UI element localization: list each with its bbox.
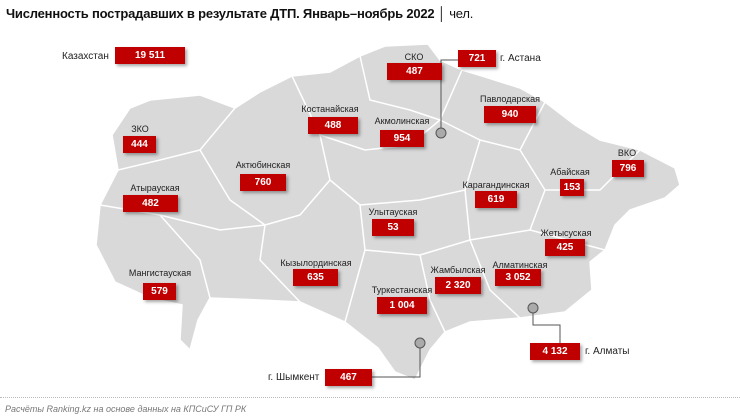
total-value: 19 511	[115, 47, 185, 64]
region-label: Жамбылская	[430, 265, 486, 275]
region-label: СКО	[404, 52, 424, 62]
region-value: 954	[380, 130, 424, 147]
shymkent-marker	[414, 337, 426, 349]
region-value: 482	[123, 195, 178, 212]
region-label: Жетысуская	[540, 228, 592, 238]
region-value: 487	[387, 63, 442, 80]
title-text: Численность пострадавших в результате ДТ…	[6, 6, 435, 21]
astana-marker	[435, 127, 447, 139]
city-label-astana: г. Астана	[500, 53, 541, 64]
city-label-almaty: г. Алматы	[585, 346, 630, 357]
region-value: 760	[240, 174, 286, 191]
region-value: 488	[308, 117, 358, 134]
region-value: 619	[475, 191, 517, 208]
total-label: Казахстан	[62, 51, 109, 62]
city-value-shymkent: 467	[325, 369, 372, 386]
region-label: Туркестанская	[371, 285, 433, 295]
region-value: 796	[612, 160, 644, 177]
almaty-marker	[527, 302, 539, 314]
region-label: ЗКО	[131, 124, 149, 134]
region-value: 425	[545, 239, 585, 256]
region-value: 3 052	[495, 269, 541, 286]
region-label: Карагандинская	[462, 180, 530, 190]
region-label: Алматинская	[492, 260, 548, 270]
city-value-almaty: 4 132	[530, 343, 580, 360]
region-label: Улытауская	[368, 207, 418, 217]
region-value: 1 004	[377, 297, 427, 314]
footer-divider	[0, 397, 740, 398]
region-label: Атырауская	[130, 183, 180, 193]
region-value: 940	[484, 106, 536, 123]
region-label: Абайская	[550, 167, 590, 177]
title-unit: │ чел.	[437, 6, 474, 21]
source-note: Расчёты Ranking.kz на основе данных на К…	[5, 404, 247, 414]
region-label: Кызылординская	[280, 258, 352, 268]
region-value: 153	[560, 179, 584, 196]
region-value: 444	[123, 136, 156, 153]
region-label: Костанайская	[301, 104, 359, 114]
region-value: 2 320	[435, 277, 481, 294]
region-value: 635	[293, 269, 338, 286]
region-label: Мангистауская	[128, 268, 192, 278]
region-label: Акмолинская	[374, 116, 430, 126]
city-label-shymkent: г. Шымкент	[268, 372, 320, 383]
region-value: 53	[372, 219, 414, 236]
region-value: 579	[143, 283, 176, 300]
region-label: Актюбинская	[235, 160, 291, 170]
chart-title: Численность пострадавших в результате ДТ…	[6, 6, 473, 21]
region-label: Павлодарская	[480, 94, 540, 104]
region-label: ВКО	[617, 148, 637, 158]
country-shape	[95, 43, 681, 381]
leader-lines	[372, 59, 561, 378]
city-value-astana: 721	[458, 50, 496, 67]
